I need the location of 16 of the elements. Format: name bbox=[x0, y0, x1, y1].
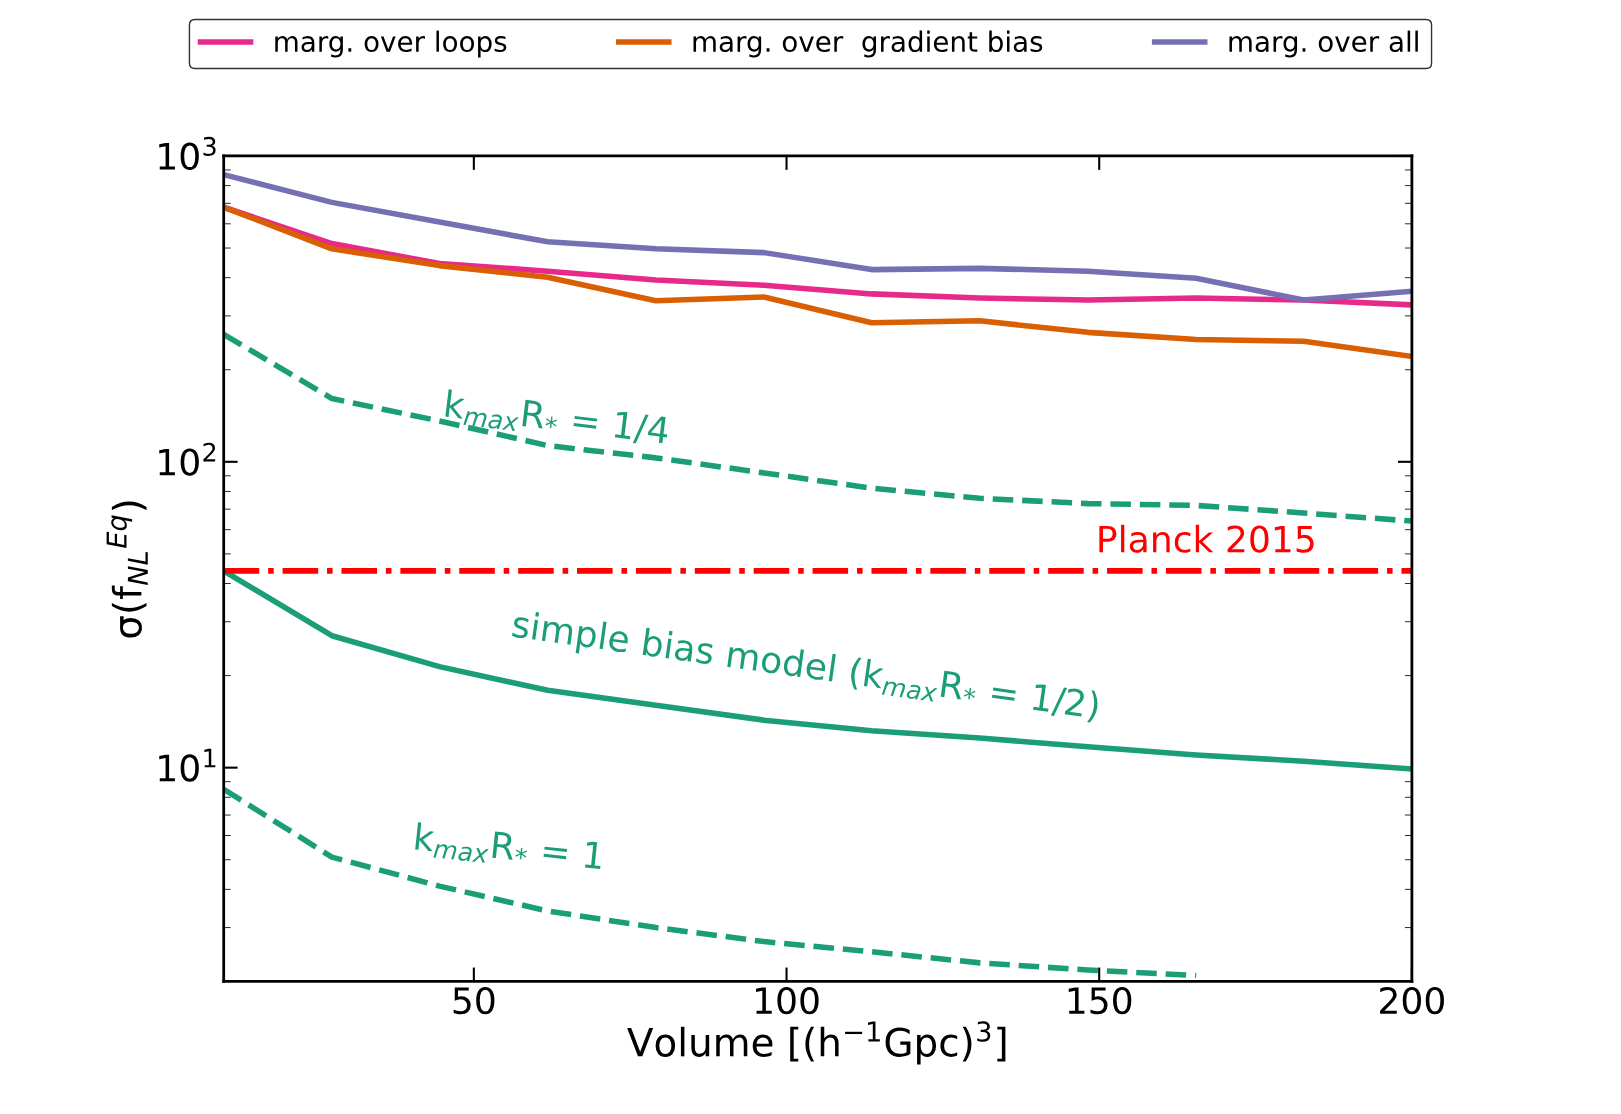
legend-label: marg. over gradient bias bbox=[693, 30, 1043, 58]
legend-label: marg. over loops bbox=[275, 30, 507, 58]
x-axis-title: Volume [(h$^{−1}$Gpc)$^{3}$] bbox=[627, 1021, 1006, 1065]
x-tick-label: 100 bbox=[756, 986, 819, 1015]
ref-line-label: Planck 2015 bbox=[1099, 524, 1314, 553]
x-tick-label: 200 bbox=[1380, 986, 1444, 1015]
legend-label: marg. over all bbox=[1229, 30, 1418, 58]
y-tick-label: 10$^{3}$ bbox=[159, 136, 216, 170]
annotation: k$_{max}$R$_{*}$ = 1/4 bbox=[444, 389, 670, 450]
annotation: k$_{max}$R$_{*}$ = 1 bbox=[414, 822, 603, 876]
y-tick-label: 10$^{1}$ bbox=[159, 748, 216, 782]
x-tick-label: 150 bbox=[1068, 986, 1132, 1015]
annotation: simple bias model (k$_{max}$R$_{*}$ = 1/2) bbox=[510, 609, 1100, 726]
y-axis-title: σ(f$_{NL}$$^{Eq}$) bbox=[106, 501, 148, 638]
y-tick-label: 10$^{2}$ bbox=[159, 442, 216, 476]
x-tick-label: 50 bbox=[453, 986, 495, 1015]
